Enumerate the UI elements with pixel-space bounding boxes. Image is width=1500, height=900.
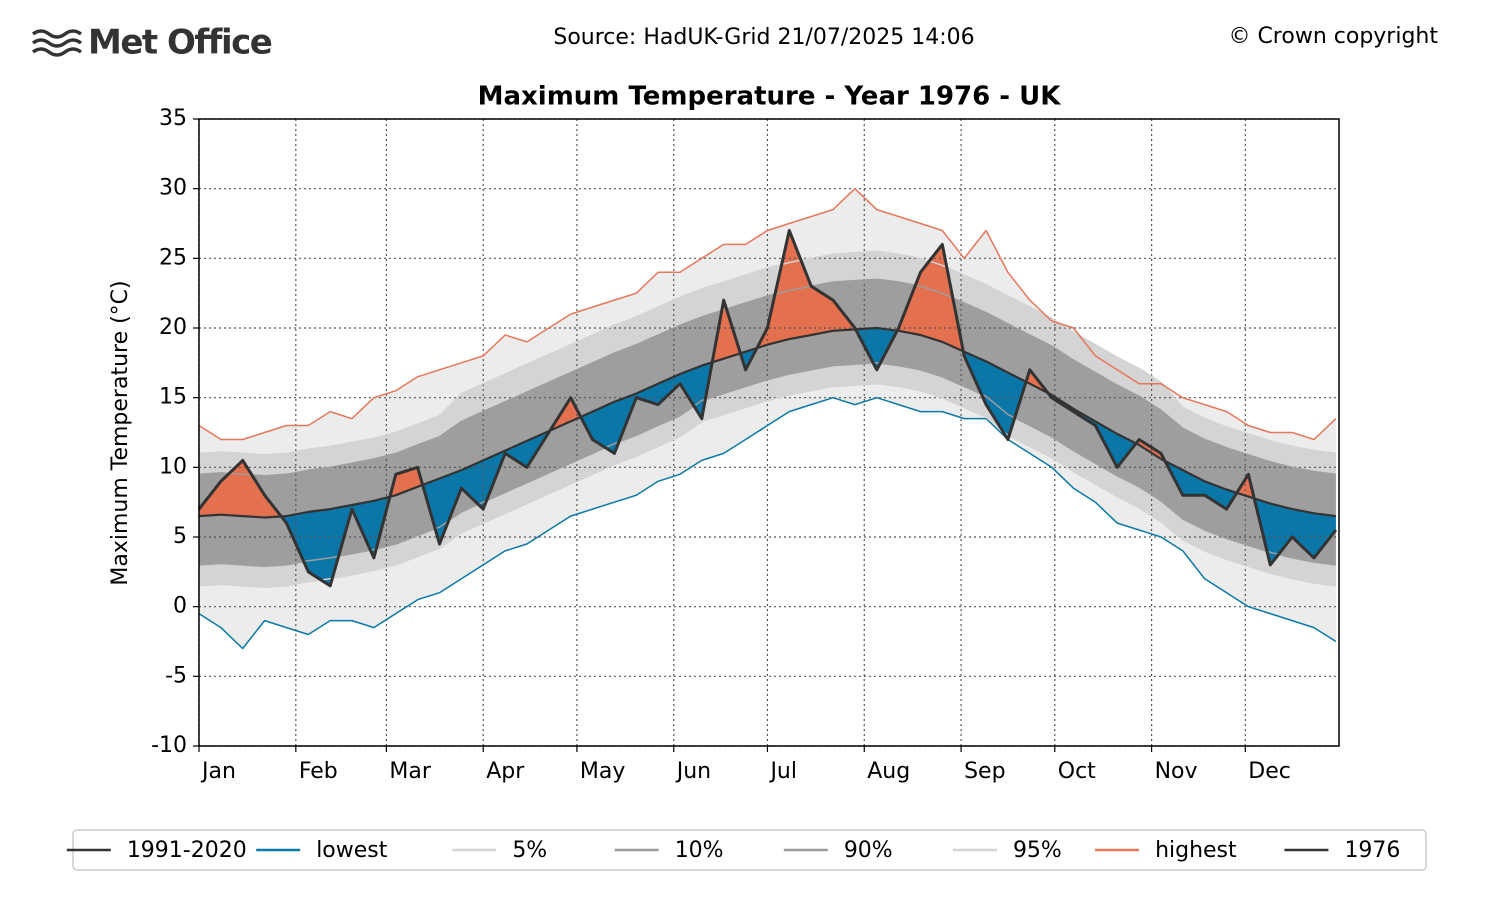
legend-item: 90% (783, 838, 893, 863)
legend-label: 1991-2020 (127, 838, 247, 863)
y-tick-label: 30 (159, 176, 187, 201)
x-tick-label: Jun (675, 759, 711, 784)
series-line (198, 396, 1337, 650)
x-tick-label: May (580, 759, 625, 784)
y-tick-label: 5 (173, 524, 187, 549)
legend-item: 1976 (1284, 838, 1400, 863)
series-line (198, 250, 1336, 456)
x-tick-label: Apr (486, 759, 525, 784)
y-tick-label: -10 (151, 733, 187, 758)
legend-label: 10% (675, 838, 724, 863)
legend-item: 1991-2020 (66, 838, 247, 863)
x-tick-label: Jul (768, 759, 797, 784)
legend-item: highest (1095, 838, 1237, 863)
x-tick-label: Sep (964, 759, 1005, 784)
source: Source: HadUK-Grid 21/07/2025 14:06 (553, 25, 974, 50)
legend-label: 5% (512, 838, 547, 863)
logo-text: Met Office (88, 23, 272, 63)
legend-label: 90% (844, 838, 893, 863)
anomaly-below (199, 328, 1336, 586)
chart-title: Maximum Temperature - Year 1976 - UK (478, 82, 1062, 112)
logo-icon (31, 29, 83, 57)
x-tick-label: Dec (1248, 759, 1291, 784)
series-line (198, 382, 1336, 588)
legend-label: lowest (316, 838, 388, 863)
x-tick-label: Mar (389, 759, 431, 784)
plot-frame (198, 118, 1340, 747)
x-tick-label: Aug (867, 759, 910, 784)
band (199, 188, 1336, 649)
legend: 1991-2020 lowest 5% 10% 90% 95% highest 1976 (66, 829, 1427, 871)
x-tick-label: Feb (299, 759, 338, 784)
legend-label: 95% (1013, 838, 1062, 863)
series-line (198, 362, 1336, 568)
x-tick-label: Oct (1058, 759, 1096, 784)
y-tick-label: 20 (159, 315, 187, 340)
y-tick-label: 0 (173, 594, 187, 619)
copyright: © Crown copyright (1228, 24, 1438, 49)
y-axis-label: Maximum Temperature (°C) (108, 280, 133, 585)
series-line (197, 229, 1338, 588)
y-tick-label: 10 (159, 454, 187, 479)
legend-item: 10% (614, 838, 724, 863)
legend-item: 95% (952, 838, 1062, 863)
series-line (198, 278, 1336, 477)
y-tick-label: 35 (159, 106, 187, 131)
x-tick-label: Jan (200, 759, 236, 784)
x-tick-label: Nov (1155, 759, 1198, 784)
series-line (198, 187, 1337, 441)
y-tick-label: 15 (159, 385, 187, 410)
legend-label: 1976 (1344, 838, 1400, 863)
legend-item: 5% (452, 838, 547, 863)
legend-item: lowest (256, 838, 388, 863)
y-tick-label: -5 (165, 663, 187, 688)
y-tick-label: 25 (159, 245, 187, 270)
legend-label: highest (1155, 838, 1237, 863)
